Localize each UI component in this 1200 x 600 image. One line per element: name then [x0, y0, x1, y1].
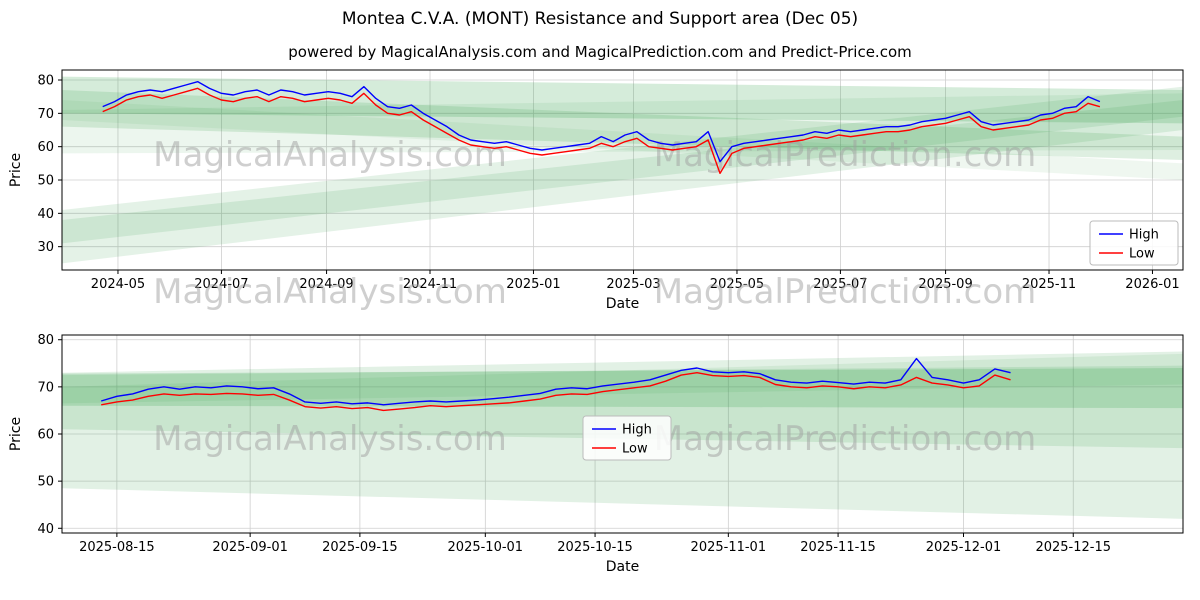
y-tick-label: 50 — [37, 174, 54, 189]
x-tick-label: 2025-11 — [1022, 277, 1076, 292]
forecast-price-chart: MagicalAnalysis.com MagicalPrediction.com… — [8, 333, 1184, 575]
high-line — [100, 357, 1011, 406]
legend-label-high: High — [1129, 228, 1159, 243]
watermark-text: MagicalPrediction.com — [654, 272, 1037, 312]
trend-band — [62, 353, 1183, 404]
y-tick-label: 50 — [37, 475, 54, 490]
x-tick-label: 2025-05 — [710, 277, 764, 292]
x-tick-label: 2026-01 — [1125, 277, 1179, 292]
x-axis-label: Date — [606, 559, 639, 575]
legend-label-low: Low — [1129, 247, 1155, 262]
x-axis-label: Date — [606, 296, 639, 312]
y-tick-label: 70 — [37, 380, 54, 395]
y-axis-label: Price — [8, 417, 24, 451]
x-tick-label: 2025-03 — [606, 277, 660, 292]
chart-subtitle: powered by MagicalAnalysis.com and Magic… — [288, 43, 912, 61]
y-tick-label: 70 — [37, 107, 54, 122]
trend-band — [62, 100, 1183, 180]
trend-band — [62, 76, 1183, 124]
low-line — [101, 372, 1011, 412]
legend-label-high: High — [622, 423, 652, 438]
x-tick-label: 2025-12-01 — [926, 540, 1002, 555]
y-tick-label: 40 — [37, 207, 54, 222]
y-tick-label: 40 — [37, 522, 54, 537]
x-tick-label: 2025-10-01 — [448, 540, 524, 555]
high-line — [102, 80, 1101, 163]
trend-band — [62, 93, 1183, 154]
trend-band — [62, 365, 1183, 449]
x-tick-label: 2024-09 — [299, 277, 353, 292]
watermark-text: MagicalPrediction.com — [654, 419, 1037, 459]
trend-band — [62, 90, 1183, 160]
legend-label-low: Low — [622, 442, 648, 457]
x-tick-label: 2025-11-15 — [800, 540, 876, 555]
x-tick-label: 2025-10-15 — [557, 540, 633, 555]
y-tick-label: 60 — [37, 428, 54, 443]
x-tick-label: 2025-12-15 — [1035, 540, 1111, 555]
y-tick-label: 80 — [37, 74, 54, 89]
trend-band — [62, 100, 1183, 244]
y-tick-label: 60 — [37, 140, 54, 155]
x-tick-label: 2024-11 — [403, 277, 457, 292]
y-tick-label: 30 — [37, 240, 54, 255]
low-line — [102, 87, 1101, 175]
x-tick-label: 2025-09-15 — [322, 540, 398, 555]
y-tick-label: 80 — [37, 333, 54, 348]
x-tick-label: 2025-11-01 — [691, 540, 767, 555]
legend: High Low — [582, 415, 672, 461]
watermark-text: MagicalAnalysis.com — [153, 135, 507, 175]
chart-title: Montea C.V.A. (MONT) Resistance and Supp… — [341, 9, 859, 29]
x-tick-label: 2024-07 — [194, 277, 248, 292]
axes-frame — [61, 69, 1184, 271]
x-tick-label: 2025-01 — [506, 277, 560, 292]
legend-box — [1089, 220, 1179, 266]
main-price-chart: MagicalAnalysis.com MagicalPrediction.com… — [8, 69, 1184, 312]
watermark-text: MagicalAnalysis.com — [153, 419, 507, 459]
legend-box — [582, 415, 672, 461]
x-tick-label: 2025-09-01 — [212, 540, 288, 555]
legend: High Low — [1089, 220, 1179, 266]
x-tick-label: 2025-08-15 — [79, 540, 155, 555]
x-tick-label: 2024-05 — [91, 277, 145, 292]
y-axis-label: Price — [8, 153, 24, 187]
watermark-text: MagicalAnalysis.com — [153, 272, 507, 312]
x-tick-label: 2025-09 — [918, 277, 972, 292]
x-tick-label: 2025-07 — [813, 277, 867, 292]
